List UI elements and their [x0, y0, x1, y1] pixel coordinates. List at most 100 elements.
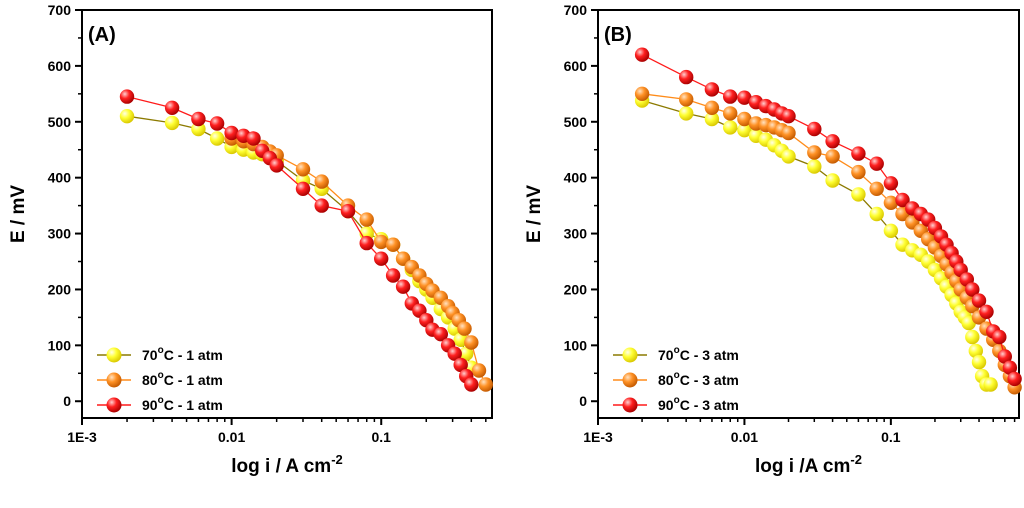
- legend-degree: o: [674, 395, 680, 406]
- data-point: [374, 234, 389, 250]
- x-tick-label: 0.1: [371, 429, 391, 445]
- legend-label: 80oC - 3 atm: [658, 370, 739, 388]
- data-point: [385, 237, 401, 252]
- data-point: [869, 206, 884, 222]
- data-point: [314, 174, 329, 189]
- data-point: [851, 164, 866, 180]
- y-tick-label: 300: [564, 226, 588, 242]
- data-point: [395, 279, 411, 294]
- data-point: [457, 321, 472, 336]
- data-point: [825, 173, 840, 188]
- y-tick-label: 400: [564, 170, 588, 186]
- data-point: [895, 192, 910, 208]
- series-line: [126, 95, 472, 385]
- data-point: [851, 146, 866, 161]
- legend-degree: o: [674, 370, 680, 381]
- data-point: [314, 198, 329, 213]
- data-point: [781, 109, 796, 124]
- data-point: [471, 363, 487, 378]
- data-point: [119, 89, 135, 104]
- x-tick-label: 1E-3: [583, 429, 613, 445]
- x-tick-label: 0.01: [218, 429, 245, 445]
- data-point: [359, 212, 374, 227]
- data-point: [447, 346, 462, 361]
- series-70c: [119, 109, 479, 375]
- plot-frame: [81, 9, 493, 419]
- data-point: [209, 116, 225, 131]
- data-point: [191, 121, 206, 137]
- legend-marker: [106, 372, 122, 388]
- data-point: [704, 82, 720, 97]
- data-point: [453, 357, 468, 373]
- legend-label: 90oC - 3 atm: [658, 395, 739, 413]
- data-point: [385, 268, 401, 283]
- legend-marker: [106, 397, 122, 413]
- chart-panel-a: 0 100 200 300 400 500 600 700 1E-3 0.01 0.1 E / mV l…: [8, 2, 493, 477]
- data-point: [634, 86, 650, 102]
- x-axis-title-superscript: -2: [850, 452, 862, 467]
- y-tick-label: 100: [48, 337, 72, 353]
- legend-temp: 80: [658, 372, 674, 388]
- data-point: [825, 149, 840, 164]
- data-point: [851, 187, 866, 202]
- data-point: [737, 123, 752, 138]
- data-point: [807, 159, 822, 174]
- data-point: [781, 125, 796, 141]
- series-90c: [119, 89, 479, 392]
- legend-label: 80oC - 1 atm: [142, 370, 223, 388]
- x-axis-title-superscript: -2: [331, 452, 343, 467]
- data-point: [971, 354, 987, 370]
- data-point: [224, 125, 239, 141]
- legend-suffix: C - 3 atm: [680, 347, 739, 363]
- data-point: [883, 176, 899, 191]
- data-point: [971, 293, 987, 308]
- legend-marker: [622, 347, 638, 363]
- legend-temp: 90: [142, 397, 158, 413]
- data-point: [464, 335, 479, 350]
- data-point: [737, 90, 752, 105]
- y-tick-label: 0: [63, 393, 71, 409]
- legend-marker: [622, 397, 638, 413]
- y-tick-label: 600: [564, 58, 588, 74]
- data-point: [825, 134, 840, 149]
- y-tick-label: 200: [48, 281, 72, 297]
- y-axis-title: E / mV: [524, 185, 545, 243]
- legend-label: 70oC - 3 atm: [658, 345, 739, 363]
- legend-label: 90oC - 1 atm: [142, 395, 223, 413]
- legend-degree: o: [158, 370, 164, 381]
- data-point: [723, 106, 738, 121]
- data-point: [295, 181, 311, 196]
- data-point: [737, 111, 752, 127]
- y-tick-label: 700: [48, 2, 72, 18]
- y-tick-label: 100: [564, 337, 588, 353]
- legend-suffix: C - 1 atm: [164, 347, 223, 363]
- legend-suffix: C - 1 atm: [164, 372, 223, 388]
- chart-panel-b: 0 100 200 300 400 500 600 700 1E-3 0.01 0.1 E / mV l…: [524, 2, 1022, 477]
- data-point: [433, 327, 448, 342]
- data-point: [997, 349, 1012, 364]
- data-point: [295, 162, 311, 177]
- y-tick-label: 500: [564, 114, 588, 130]
- data-point: [723, 120, 738, 135]
- data-point: [807, 121, 822, 137]
- y-tick-label: 600: [48, 58, 72, 74]
- data-point: [634, 47, 650, 62]
- data-point: [478, 377, 493, 392]
- y-tick-label: 0: [579, 393, 587, 409]
- data-point: [679, 106, 694, 121]
- y-tick-label: 300: [48, 226, 72, 242]
- legend-temp: 70: [142, 347, 158, 363]
- x-tick-label: 0.01: [731, 429, 758, 445]
- y-tick-label: 700: [564, 2, 588, 18]
- data-point: [119, 109, 135, 124]
- panel-label: (B): [604, 24, 632, 46]
- legend-marker: [622, 372, 638, 388]
- plot-frame: [597, 9, 1020, 419]
- legend-temp: 80: [142, 372, 158, 388]
- series-line: [126, 115, 472, 368]
- x-tick-label: 1E-3: [67, 429, 97, 445]
- legend-suffix: C - 3 atm: [680, 397, 739, 413]
- y-tick-label: 200: [564, 281, 588, 297]
